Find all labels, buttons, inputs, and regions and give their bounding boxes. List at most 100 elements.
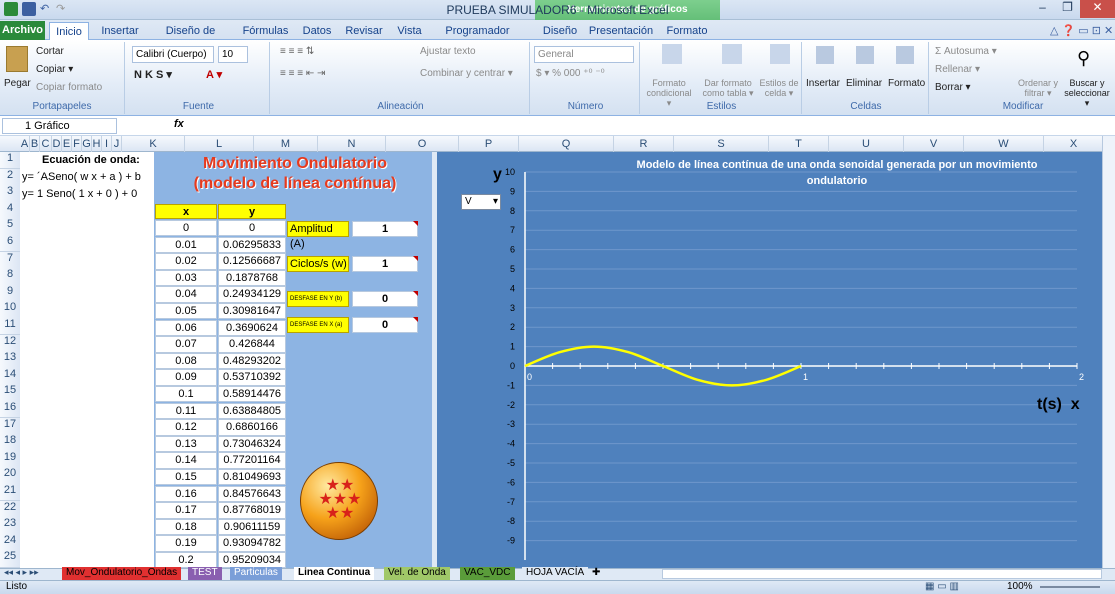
- cell-y[interactable]: 0.95209034: [218, 552, 286, 569]
- wrap-text-button[interactable]: Ajustar texto: [420, 46, 476, 57]
- cell-styles-icon[interactable]: [770, 44, 790, 64]
- column-header-cell[interactable]: M: [254, 136, 318, 152]
- row-header-cell[interactable]: 20: [0, 467, 20, 485]
- table-format-icon[interactable]: [722, 44, 742, 64]
- row-header-cell[interactable]: 7: [0, 251, 20, 269]
- number-format-icons[interactable]: $ ▾ % 000 ⁺⁰ ⁻⁰: [536, 68, 605, 79]
- cell-x[interactable]: 0.06: [155, 319, 217, 336]
- cut-button[interactable]: Cortar: [36, 46, 64, 57]
- paste-button[interactable]: Pegar: [4, 78, 31, 89]
- row-header-cell[interactable]: 1: [0, 152, 20, 170]
- row-header-cell[interactable]: 9: [0, 284, 20, 303]
- column-header-cell[interactable]: S: [674, 136, 769, 152]
- formula-input[interactable]: [200, 118, 1100, 134]
- row-header-cell[interactable]: 10: [0, 301, 20, 319]
- close-icon[interactable]: ✕: [1080, 0, 1115, 18]
- cell-x[interactable]: 0.17: [155, 502, 217, 519]
- cell-x[interactable]: 0.19: [155, 535, 217, 552]
- find-select-button[interactable]: Buscar y seleccionar ▾: [1064, 78, 1110, 108]
- cell-y[interactable]: 0.90611159: [218, 518, 286, 536]
- cell-x[interactable]: 0.01: [155, 236, 217, 253]
- column-header-cell[interactable]: C: [40, 136, 52, 152]
- column-header-cell[interactable]: D: [52, 136, 62, 152]
- format-cells-icon[interactable]: [896, 46, 914, 64]
- column-header-cell[interactable]: K: [122, 136, 185, 152]
- row-header-cell[interactable]: 6: [0, 235, 20, 253]
- cell-x[interactable]: 0.18: [155, 518, 217, 536]
- row-header-cell[interactable]: 18: [0, 434, 20, 452]
- autosum-button[interactable]: Σ Autosuma ▾: [935, 46, 997, 57]
- cell-x[interactable]: 0.02: [155, 253, 217, 270]
- format-as-table-button[interactable]: Dar formato como tabla ▾: [702, 78, 754, 98]
- sine-wave-chart[interactable]: 10 9 8 7 6 5 4 3 2 1 0 -1 -2 -3 -4 -5 -6 -7 -8 -9 0 1 2 Modelo…: [437, 152, 1102, 568]
- row-header-cell[interactable]: 19: [0, 450, 20, 469]
- cell-y[interactable]: 0.48293202: [218, 352, 286, 370]
- sheet-nav-arrows[interactable]: ◂◂ ◂ ▸ ▸▸: [4, 567, 39, 577]
- column-header-cell[interactable]: G: [82, 136, 92, 152]
- row-header-cell[interactable]: 12: [0, 334, 20, 352]
- cell-y[interactable]: 0.12566687: [218, 253, 286, 270]
- delete-cells-icon[interactable]: [856, 46, 874, 64]
- fx-icon[interactable]: fx: [174, 118, 184, 130]
- param-desfase-y-value[interactable]: 0: [352, 291, 418, 307]
- tab-vista[interactable]: Vista: [397, 25, 422, 37]
- column-header-cell[interactable]: I: [102, 136, 112, 152]
- conditional-format-icon[interactable]: [662, 44, 682, 64]
- cell-y[interactable]: 0: [218, 220, 286, 237]
- column-header-cell[interactable]: W: [964, 136, 1044, 152]
- paste-icon[interactable]: [6, 46, 28, 72]
- cell-y[interactable]: 0.77201164: [218, 452, 286, 469]
- sheet-tab-vel-onda[interactable]: Vel. de Onda: [384, 567, 450, 580]
- help-icon[interactable]: △ ❓ ▭ ⊡ ✕: [1050, 25, 1114, 37]
- cell-x[interactable]: 0.11: [155, 402, 217, 419]
- zoom-slider[interactable]: [1040, 586, 1100, 588]
- tab-diseno-pagina[interactable]: Diseño de página: [165, 25, 216, 55]
- tab-programador[interactable]: Programador: [445, 25, 510, 37]
- conditional-format-button[interactable]: Formato condicional ▾: [646, 78, 692, 108]
- tab-inicio[interactable]: Inicio: [49, 22, 89, 40]
- sheet-tab-vac-vdc[interactable]: VAC_VDC: [460, 567, 515, 580]
- cell-y[interactable]: 0.93094782: [218, 535, 286, 552]
- column-header-cell[interactable]: T: [769, 136, 829, 152]
- cell-x[interactable]: 0.05: [155, 303, 217, 320]
- cell-y[interactable]: 0.6860166: [218, 419, 286, 436]
- cell-y[interactable]: 0.53710392: [218, 369, 286, 386]
- copy-button[interactable]: Copiar ▾: [36, 64, 74, 75]
- column-header-cell[interactable]: O: [386, 136, 459, 152]
- row-header-cell[interactable]: 8: [0, 268, 20, 286]
- series-dropdown[interactable]: V ▾: [461, 194, 501, 210]
- sort-filter-button[interactable]: Ordenar y filtrar ▾: [1017, 78, 1059, 98]
- cell-styles-button[interactable]: Estilos de celda ▾: [759, 78, 799, 98]
- cell-y[interactable]: 0.1878768: [218, 269, 286, 287]
- cell-x[interactable]: 0.12: [155, 419, 217, 436]
- row-header-cell[interactable]: 22: [0, 500, 20, 518]
- cell-y[interactable]: 0.426844: [218, 336, 286, 353]
- row-header-cell[interactable]: 11: [0, 318, 20, 336]
- tab-formato[interactable]: Formato: [666, 25, 708, 37]
- param-desfase-x-value[interactable]: 0: [352, 317, 418, 333]
- tab-diseno[interactable]: Diseño: [542, 25, 578, 37]
- clear-button[interactable]: Borrar ▾: [935, 82, 971, 93]
- horizontal-scrollbar[interactable]: [662, 569, 1102, 579]
- name-box[interactable]: 1 Gráfico: [2, 118, 117, 134]
- cell-y[interactable]: 0.81049693: [218, 469, 286, 486]
- tab-formulas[interactable]: Fórmulas: [242, 25, 289, 37]
- column-header-cell[interactable]: H: [92, 136, 102, 152]
- row-header-cell[interactable]: 24: [0, 533, 20, 552]
- column-header-cell[interactable]: J: [112, 136, 122, 152]
- row-header-cell[interactable]: 14: [0, 367, 20, 386]
- column-header-cell[interactable]: R: [614, 136, 674, 152]
- column-header-cell[interactable]: F: [72, 136, 82, 152]
- row-header-cell[interactable]: 4: [0, 201, 20, 220]
- cell-y[interactable]: 0.24934129: [218, 286, 286, 303]
- sheet-tab-test[interactable]: TEST: [188, 567, 222, 580]
- sheet-tab-hoja-vacia[interactable]: HOJA VACÍA: [522, 567, 589, 580]
- cell-x[interactable]: 0.08: [155, 352, 217, 370]
- insert-button[interactable]: Insertar: [806, 78, 840, 89]
- column-header-cell[interactable]: N: [318, 136, 386, 152]
- redo-icon[interactable]: ↷: [56, 3, 66, 15]
- row-header-cell[interactable]: 15: [0, 384, 20, 402]
- cell-y[interactable]: 0.3690624: [218, 319, 286, 336]
- row-header-cell[interactable]: 21: [0, 484, 20, 502]
- row-header-cell[interactable]: 17: [0, 417, 20, 435]
